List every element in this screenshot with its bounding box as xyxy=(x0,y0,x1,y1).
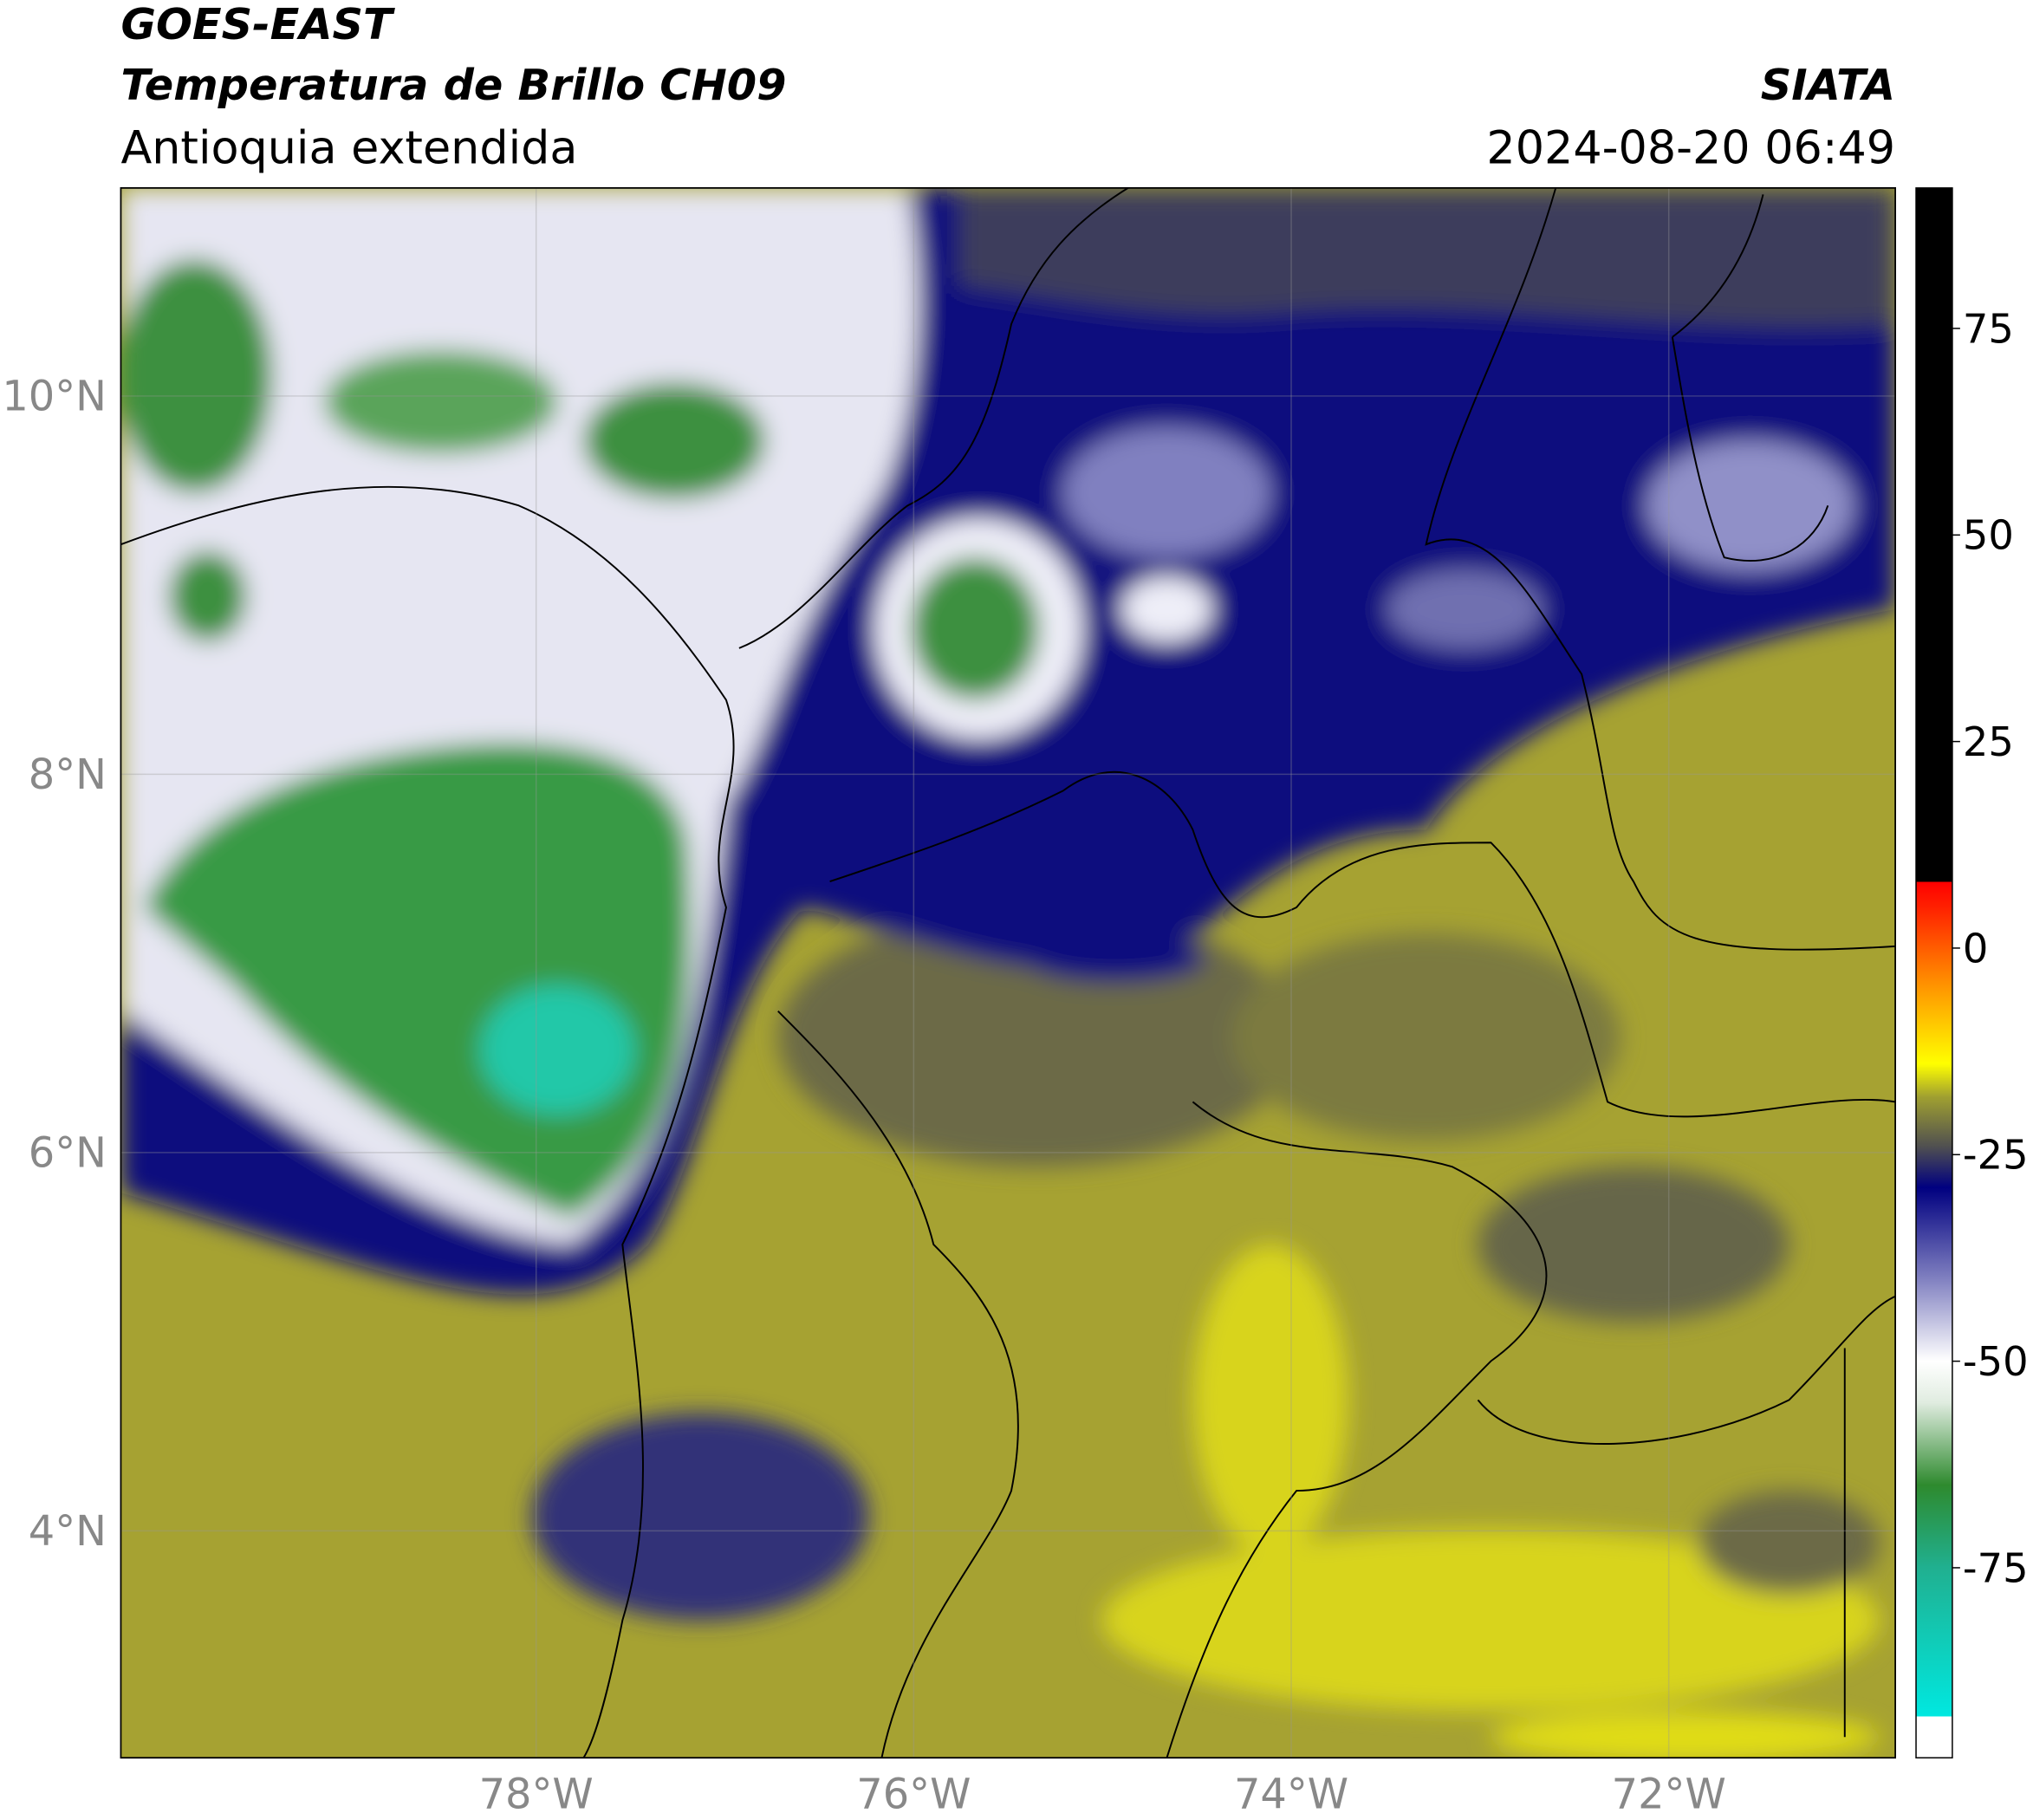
y-tick-label: 6°N xyxy=(29,1129,107,1177)
warm-patch xyxy=(1491,1711,1880,1758)
colorbar-tick-label: -50 xyxy=(1963,1338,2029,1385)
cloud-top xyxy=(168,550,247,642)
region: Antioquia extendida xyxy=(120,121,577,174)
borders xyxy=(120,187,1896,1758)
border xyxy=(829,770,1896,1118)
colorbar-tick-label: 75 xyxy=(1963,305,2014,352)
cool-patch xyxy=(1698,1491,1880,1595)
cloud-top xyxy=(324,349,558,454)
border xyxy=(1425,187,1896,951)
cloud xyxy=(959,187,1896,328)
warm-patch xyxy=(1192,1244,1348,1556)
x-tick-label: 76°W xyxy=(856,1771,971,1819)
map-frame xyxy=(120,186,1896,1759)
y-tick-label: 10°N xyxy=(2,373,107,420)
colorbar-tick-label: 0 xyxy=(1963,925,1989,972)
colorbar-tick-label: -25 xyxy=(1963,1132,2029,1179)
map-image xyxy=(120,187,1896,1758)
axes: 78°W 76°W 74°W 72°W 10°N 8°N 6°N 4°N xyxy=(2,373,1725,1818)
cloud xyxy=(1062,427,1271,558)
cloud xyxy=(1646,440,1854,571)
cloud-top xyxy=(910,557,1040,700)
cloud-top xyxy=(120,259,273,493)
cloud xyxy=(531,1413,869,1621)
x-tick-label: 72°W xyxy=(1612,1771,1726,1819)
coastline xyxy=(738,187,1129,649)
colorbar-tick-label: 50 xyxy=(1963,512,2014,559)
cloud-top xyxy=(479,985,636,1115)
x-tick-label: 74°W xyxy=(1234,1771,1348,1819)
cloud-field xyxy=(120,187,1896,1758)
border xyxy=(1166,1101,1548,1758)
colorbar-ticks: 75 50 25 0 -25 -50 -75 xyxy=(1952,305,2029,1591)
colorbar xyxy=(1915,187,1953,1758)
y-tick-label: 4°N xyxy=(29,1508,107,1556)
cloud-top xyxy=(583,382,765,499)
cloud xyxy=(1121,576,1212,642)
cloud xyxy=(1387,570,1543,648)
datetime: 2024-08-20 06:49 xyxy=(1486,121,1895,174)
border xyxy=(1671,194,1829,562)
y-tick-label: 8°N xyxy=(29,751,107,799)
colorbar-tick-label: -75 xyxy=(1963,1544,2029,1591)
source: SIATA xyxy=(1761,60,1895,110)
border xyxy=(1477,1295,1896,1445)
title: GOES-EAST xyxy=(120,0,395,49)
coastline xyxy=(120,485,735,1758)
colorbar-tick-label: 25 xyxy=(1963,718,2014,765)
subtitle: Temperatura de Brillo CH09 xyxy=(120,60,786,110)
grid xyxy=(120,187,1896,1758)
cool-patch xyxy=(1478,1167,1789,1323)
x-tick-label: 78°W xyxy=(479,1771,594,1819)
border xyxy=(777,1010,1019,1758)
warm-patch xyxy=(1101,1529,1880,1712)
cool-patch xyxy=(1231,933,1621,1141)
